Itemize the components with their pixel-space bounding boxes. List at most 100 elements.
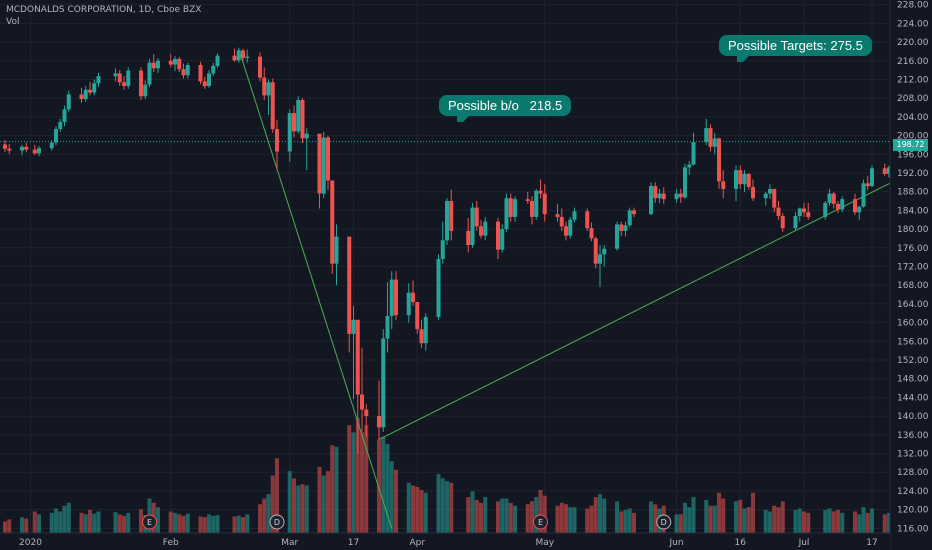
price-tick-label: 176.00	[897, 244, 929, 254]
candle-body	[738, 170, 743, 185]
candle-body	[394, 279, 398, 316]
candle-body	[598, 254, 602, 264]
volume-bar	[415, 487, 420, 533]
volume-bar	[117, 514, 122, 533]
candle-body	[500, 229, 505, 250]
volume-bar	[32, 511, 37, 533]
volume-bar	[704, 499, 709, 533]
chart-legend: MCDONALDS CORPORATION, 1D, Cboe BZX Vol	[6, 4, 201, 28]
time-tick-label: 2020	[19, 538, 42, 548]
volume-bar	[474, 499, 479, 533]
candle-body	[266, 82, 271, 96]
volume-bar	[351, 432, 356, 533]
volume-bar	[96, 511, 101, 533]
candle-body	[479, 226, 483, 236]
price-axis-bg	[890, 0, 932, 550]
volume-bar	[865, 512, 870, 533]
candle-body	[3, 144, 7, 149]
candle-body	[66, 94, 71, 110]
candle-body	[211, 65, 216, 74]
candle-body	[721, 181, 726, 189]
volume-bar	[139, 509, 143, 533]
price-tick-label: 228.00	[897, 1, 929, 11]
volume-bar	[168, 511, 173, 533]
breakout-callout[interactable]: Possible b/o 218.5	[439, 95, 572, 122]
candle-body	[436, 259, 441, 317]
time-axis[interactable]: 2020FebMar17AprMayJun16Jul17Aug	[0, 532, 932, 550]
candle-body	[559, 216, 564, 227]
volume-bar	[470, 491, 475, 533]
volume-bar	[330, 445, 335, 533]
candle-body	[241, 50, 245, 58]
candle-body	[823, 202, 828, 217]
candle-body	[751, 187, 755, 199]
volume-bar	[113, 512, 118, 533]
candle-body	[683, 167, 687, 198]
candle-body	[857, 206, 862, 213]
candle-body	[351, 319, 356, 334]
volume-bar	[542, 495, 547, 533]
candle-body	[151, 62, 156, 69]
candle-body	[466, 230, 471, 245]
candle-body	[317, 133, 322, 194]
candle-body	[661, 193, 666, 200]
earnings-marker	[142, 514, 157, 530]
candle-body	[742, 173, 747, 185]
candle-body	[258, 56, 262, 78]
candle-body	[708, 128, 713, 147]
target-callout[interactable]: Possible Targets: 275.5	[719, 35, 872, 62]
volume-bar	[7, 519, 12, 533]
price-tick-label: 152.00	[897, 356, 929, 366]
price-tick-label: 148.00	[897, 375, 929, 385]
candle-body	[780, 216, 785, 229]
volume-bar	[389, 461, 394, 533]
candle-body	[377, 416, 381, 428]
volume-bar	[317, 466, 322, 533]
candle-body	[321, 137, 326, 194]
candle-body	[245, 56, 250, 58]
candle-body	[79, 94, 84, 100]
volume-bar	[525, 504, 530, 533]
volume-bar	[763, 510, 768, 533]
candle-body	[534, 190, 539, 217]
time-tick-label: May	[535, 538, 554, 548]
candle-body	[326, 137, 330, 181]
volume-bar	[270, 475, 275, 533]
price-tick-label: 208.00	[897, 94, 929, 104]
volume-bar	[585, 508, 590, 533]
volume-bar	[449, 482, 454, 533]
candle-body	[585, 211, 590, 229]
candle-body	[746, 173, 751, 188]
volume-bar	[504, 498, 509, 533]
candle-body	[572, 211, 577, 220]
volume-bar	[156, 507, 160, 533]
volume-bar	[742, 508, 747, 533]
candle-body	[139, 70, 143, 97]
volume-bar	[615, 501, 619, 533]
volume-bar	[122, 515, 126, 533]
volume-bar	[559, 502, 564, 533]
candle-body	[173, 58, 177, 65]
volume-bar	[500, 498, 505, 533]
volume-bar	[232, 516, 237, 533]
price-tick-label: 192.00	[897, 169, 929, 179]
candle-body	[423, 316, 428, 344]
volume-bar	[857, 514, 862, 533]
candle-body	[419, 329, 424, 344]
trendlines	[238, 48, 932, 529]
volume-bar	[619, 511, 624, 533]
price-tick-label: 216.00	[897, 57, 929, 67]
volume-bar	[496, 501, 500, 533]
volume-bar	[632, 512, 636, 533]
event-marker-label: E	[538, 518, 543, 527]
candle-body	[776, 207, 781, 217]
price-tick-label: 212.00	[897, 75, 929, 85]
volume-bar	[712, 505, 717, 533]
volume-bar	[296, 485, 301, 533]
candle-body	[470, 207, 475, 245]
volume-bar	[377, 439, 381, 533]
price-tick-label: 144.00	[897, 393, 929, 403]
price-tick-label: 156.00	[897, 337, 929, 347]
price-axis[interactable]: 116.00 120.00 124.00 128.00 132.00 136.00 140.…	[889, 0, 932, 550]
